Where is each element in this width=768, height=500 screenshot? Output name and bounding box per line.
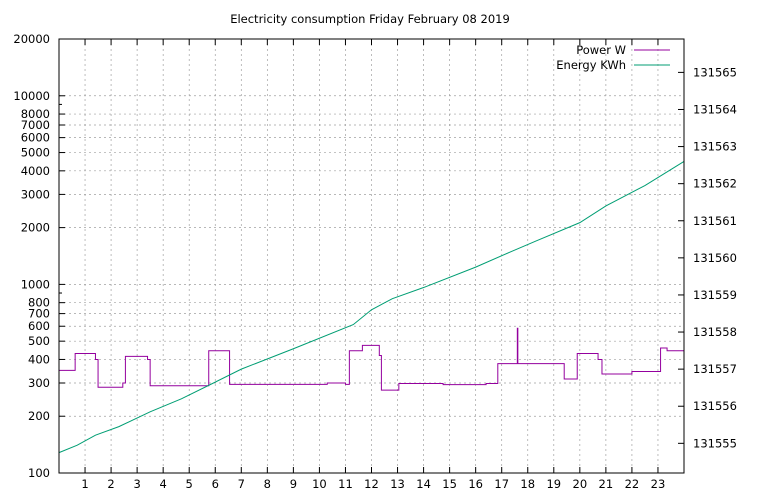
x-tick-label: 15 bbox=[442, 477, 457, 491]
axes: 1 2 3 4 5 6 7 8 9 10 11 12 13 14 15 16 17 18 19 20 21 22 23100… bbox=[13, 32, 737, 491]
series-line-energy bbox=[58, 160, 685, 454]
legend-label: Power W bbox=[576, 43, 626, 57]
y-left-tick-label: 8000 bbox=[21, 107, 50, 121]
y-left-tick-label: 300 bbox=[28, 376, 50, 390]
x-tick-label: 8 bbox=[264, 477, 271, 491]
y-left-tick-label: 700 bbox=[28, 307, 50, 321]
y-left-tick-label: 5000 bbox=[21, 146, 50, 160]
x-tick-label: 18 bbox=[520, 477, 535, 491]
y-left-tick-label: 4000 bbox=[21, 164, 50, 178]
x-tick-label: 7 bbox=[238, 477, 245, 491]
y-left-tick-label: 800 bbox=[28, 296, 50, 310]
y-right-tick-label: 131559 bbox=[693, 288, 737, 302]
y-right-tick-label: 131564 bbox=[693, 102, 737, 116]
series-line-power bbox=[59, 327, 684, 391]
x-tick-label: 19 bbox=[546, 477, 561, 491]
y-left-tick-label: 1000 bbox=[21, 277, 50, 291]
y-right-tick-label: 131558 bbox=[693, 325, 737, 339]
y-left-tick-label: 6000 bbox=[21, 131, 50, 145]
y-right-tick-label: 131556 bbox=[693, 399, 737, 413]
x-tick-label: 2 bbox=[107, 477, 114, 491]
y-left-tick-label: 3000 bbox=[21, 187, 50, 201]
x-tick-label: 12 bbox=[364, 477, 379, 491]
y-right-tick-label: 131560 bbox=[693, 251, 737, 265]
y-left-tick-label: 200 bbox=[28, 409, 50, 423]
x-tick-label: 3 bbox=[133, 477, 140, 491]
y-left-tick-label: 600 bbox=[28, 319, 50, 333]
chart-title: Electricity consumption Friday February … bbox=[230, 12, 510, 26]
x-tick-label: 17 bbox=[494, 477, 509, 491]
y-right-tick-label: 131565 bbox=[693, 65, 737, 79]
x-tick-label: 9 bbox=[290, 477, 297, 491]
y-left-tick-label: 20000 bbox=[13, 32, 50, 46]
x-tick-label: 14 bbox=[416, 477, 431, 491]
x-tick-label: 10 bbox=[312, 477, 327, 491]
y-right-tick-label: 131562 bbox=[693, 177, 737, 191]
x-tick-label: 20 bbox=[573, 477, 588, 491]
x-tick-label: 13 bbox=[390, 477, 405, 491]
x-tick-label: 4 bbox=[160, 477, 167, 491]
legend-label: Energy KWh bbox=[556, 58, 626, 72]
x-tick-label: 6 bbox=[212, 477, 219, 491]
y-left-tick-label: 7000 bbox=[21, 118, 50, 132]
y-left-tick-label: 500 bbox=[28, 334, 50, 348]
x-tick-label: 1 bbox=[81, 477, 88, 491]
y-right-tick-label: 131561 bbox=[693, 214, 737, 228]
series-layer bbox=[58, 160, 685, 454]
y-right-tick-label: 131555 bbox=[693, 436, 737, 450]
x-tick-label: 5 bbox=[186, 477, 193, 491]
x-tick-label: 22 bbox=[625, 477, 640, 491]
x-tick-label: 16 bbox=[468, 477, 483, 491]
y-right-tick-label: 131557 bbox=[693, 362, 737, 376]
grid bbox=[59, 39, 684, 473]
y-left-tick-label: 2000 bbox=[21, 221, 50, 235]
y-left-tick-label: 100 bbox=[28, 466, 50, 480]
x-tick-label: 21 bbox=[599, 477, 614, 491]
x-tick-label: 23 bbox=[651, 477, 666, 491]
y-left-tick-label: 10000 bbox=[13, 89, 50, 103]
y-left-tick-label: 400 bbox=[28, 352, 50, 366]
y-right-tick-label: 131563 bbox=[693, 140, 737, 154]
x-tick-label: 11 bbox=[338, 477, 353, 491]
